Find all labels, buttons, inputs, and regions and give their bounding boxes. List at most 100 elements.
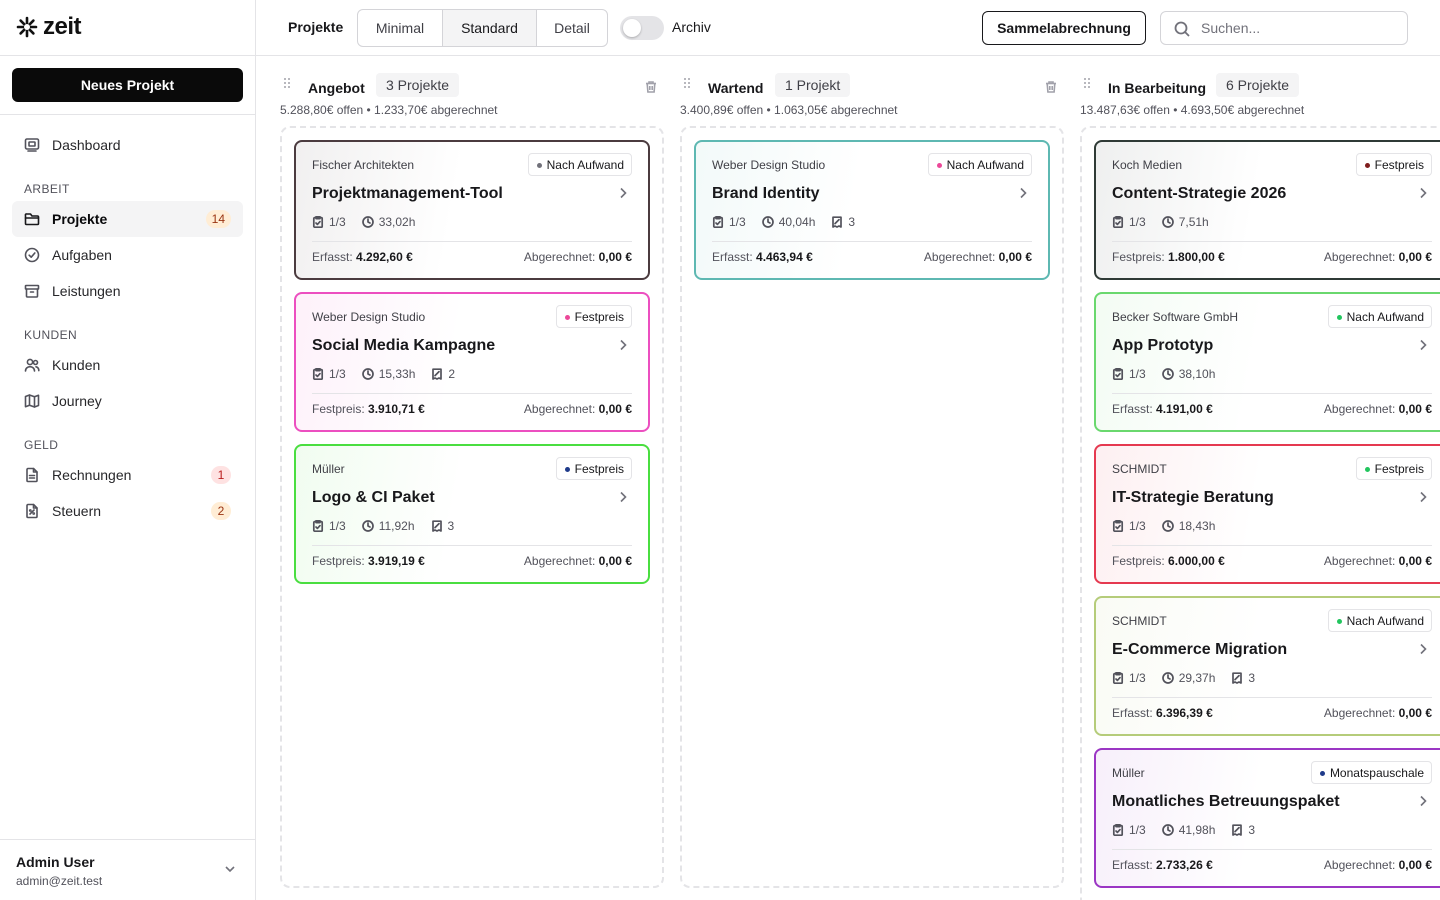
billed-label: Abgerechnet: <box>523 554 596 568</box>
billing-type-label: Nach Aufwand <box>946 157 1024 172</box>
drag-handle-icon[interactable] <box>1084 78 1094 90</box>
badge-dot <box>1364 467 1370 472</box>
clipboard-check-icon <box>1112 520 1124 532</box>
trash-icon[interactable] <box>644 80 658 94</box>
view-minimal-button[interactable]: Minimal <box>358 10 443 46</box>
project-card[interactable]: Weber Design Studio Nach Aufwand Brand Ide… <box>694 140 1050 280</box>
client-name: Müller <box>1112 766 1145 780</box>
amount-value: 6.000,00 € <box>1168 554 1225 568</box>
new-project-button[interactable]: Neues Projekt <box>12 68 243 102</box>
column-dropzone[interactable] <box>1080 126 1440 900</box>
clock-icon <box>1161 824 1174 836</box>
chevron-right-icon[interactable] <box>616 186 630 200</box>
task-progress-value: 1/3 <box>1129 367 1146 381</box>
card-meta: 1/3 15,33h 2 <box>312 366 465 382</box>
billing-type-label: Festpreis <box>1374 157 1424 172</box>
document-count-value: 3 <box>1248 671 1256 685</box>
project-title: IT-Strategie Beratung <box>1112 489 1274 506</box>
task-progress: 1/3 <box>312 519 346 533</box>
billed-value: 0,00 € <box>598 554 632 568</box>
tracked-hours: 18,43h <box>1161 519 1216 533</box>
project-card[interactable]: Fischer Architekten Nach Aufwand Projektma… <box>294 140 650 280</box>
billed-value: 0,00 € <box>1398 858 1432 872</box>
chevron-right-icon[interactable] <box>1016 186 1030 200</box>
map-icon <box>24 394 40 408</box>
user-menu[interactable]: Admin User admin@zeit.test <box>0 839 255 900</box>
clock-icon <box>361 368 374 380</box>
drag-handle-icon[interactable] <box>684 78 694 90</box>
chevron-right-icon[interactable] <box>1416 186 1430 200</box>
clipboard-check-icon <box>312 216 324 228</box>
project-card[interactable]: Müller Festpreis Logo & CI Paket 1/3 11,92h 3… <box>294 444 650 584</box>
amount-value: 1.800,00 € <box>1168 250 1225 264</box>
sidebar-item-kunden[interactable]: Kunden <box>12 347 243 383</box>
chevron-right-icon[interactable] <box>616 338 630 352</box>
card-amount-left: Festpreis: 3.919,19 € <box>312 554 425 568</box>
badge-dot <box>564 315 570 320</box>
billed-label: Abgerechnet: <box>1323 554 1396 568</box>
column-header: Angebot 3 Projekte 5.288,80€ offen • 1.233… <box>280 70 664 120</box>
document-count-value: 3 <box>848 215 856 229</box>
chevron-right-icon[interactable] <box>1416 794 1430 808</box>
client-name: Weber Design Studio <box>312 310 426 324</box>
billed-value: 0,00 € <box>1398 402 1432 416</box>
project-card[interactable]: Weber Design Studio Festpreis Social Media… <box>294 292 650 432</box>
archive-toggle[interactable] <box>620 16 664 40</box>
project-card[interactable]: SCHMIDT Festpreis IT-Strategie Beratung 1/3… <box>1094 444 1440 584</box>
card-amount-left: Erfasst: 6.396,39 € <box>1112 706 1213 720</box>
amount-value: 3.910,71 € <box>368 402 425 416</box>
chevron-right-icon[interactable] <box>1416 642 1430 656</box>
chevron-right-icon[interactable] <box>616 490 630 504</box>
billed-label: Abgerechnet: <box>523 402 596 416</box>
receipt-icon <box>832 216 843 228</box>
view-detail-button[interactable]: Detail <box>554 20 590 36</box>
chevron-right-icon[interactable] <box>1416 338 1430 352</box>
chevron-right-icon[interactable] <box>1416 490 1430 504</box>
card-meta: 1/3 11,92h 3 <box>312 518 464 534</box>
sammelabrechnung-button[interactable]: Sammelabrechnung <box>982 11 1146 45</box>
sidebar-item-projekte[interactable]: Projekte 14 <box>12 201 243 237</box>
task-progress: 1/3 <box>312 215 346 229</box>
card-amount-billed: Abgerechnet: 0,00 € <box>524 250 632 264</box>
project-card[interactable]: Koch Medien Festpreis Content-Strategie 20… <box>1094 140 1440 280</box>
amount-label: Erfasst: <box>1112 858 1153 872</box>
sidebar-item-leistungen[interactable]: Leistungen <box>12 273 243 309</box>
sidebar-item-aufgaben[interactable]: Aufgaben <box>12 237 243 273</box>
document-count: 2 <box>431 367 455 381</box>
clock-icon <box>361 216 374 228</box>
view-standard-button[interactable]: Standard <box>443 10 537 46</box>
task-progress-value: 1/3 <box>1129 519 1146 533</box>
sidebar-item-rechnungen[interactable]: Rechnungen 1 <box>12 457 243 493</box>
logo[interactable]: zeit <box>16 12 82 42</box>
billed-value: 0,00 € <box>598 250 632 264</box>
project-card[interactable]: Becker Software GmbH Nach Aufwand App Prot… <box>1094 292 1440 432</box>
users-icon <box>24 358 40 372</box>
column-dropzone[interactable] <box>680 126 1064 888</box>
clipboard-check-icon <box>712 216 724 228</box>
sidebar-divider <box>0 114 255 115</box>
client-name: Fischer Architekten <box>312 158 415 172</box>
project-card[interactable]: SCHMIDT Nach Aufwand E-Commerce Migration 1… <box>1094 596 1440 736</box>
clock-icon <box>761 216 774 228</box>
column-header: In Bearbeitung 6 Projekte 13.487,63€ offen… <box>1080 70 1440 120</box>
clock-icon <box>1161 368 1174 380</box>
column-dropzone[interactable] <box>280 126 664 888</box>
sidebar-divider <box>0 55 255 56</box>
sidebar-item-dashboard[interactable]: Dashboard <box>12 127 243 163</box>
section-label-geld: GELD <box>24 438 59 452</box>
task-progress-value: 1/3 <box>329 215 346 229</box>
project-card[interactable]: Müller Monatspauschale Monatliches Betreuu… <box>1094 748 1440 888</box>
billing-type-badge: Nach Aufwand <box>1327 305 1432 328</box>
clipboard-check-icon <box>1112 216 1124 228</box>
task-progress: 1/3 <box>1112 519 1146 533</box>
billed-label: Abgerechnet: <box>1323 402 1396 416</box>
amount-value: 4.292,60 € <box>356 250 413 264</box>
drag-handle-icon[interactable] <box>284 78 294 90</box>
sidebar-item-journey[interactable]: Journey <box>12 383 243 419</box>
card-divider <box>1112 545 1432 546</box>
trash-icon[interactable] <box>1044 80 1058 94</box>
sidebar-item-steuern[interactable]: Steuern 2 <box>12 493 243 529</box>
search-input[interactable] <box>1201 18 1401 38</box>
task-progress: 1/3 <box>1112 823 1146 837</box>
tracked-hours-value: 18,43h <box>1178 519 1216 533</box>
